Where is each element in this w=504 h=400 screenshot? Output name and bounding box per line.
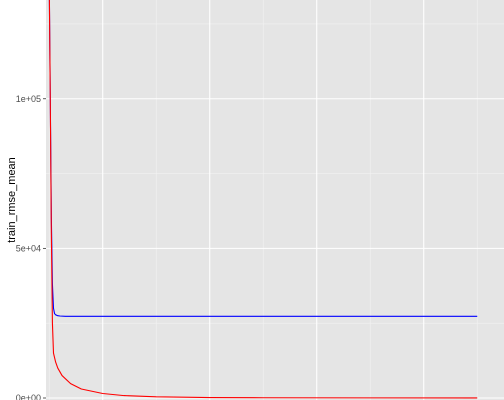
series-layer bbox=[48, 0, 478, 399]
minor-gridlines bbox=[46, 0, 504, 400]
plot-panel bbox=[46, 0, 504, 400]
y-axis-title: train_rmse_mean bbox=[6, 157, 18, 243]
series-line-2 bbox=[48, 0, 478, 399]
y-tick-label: 0e+00 bbox=[16, 393, 41, 400]
y-tick-label: 1e+05 bbox=[16, 94, 41, 104]
y-tick-label: 5e+04 bbox=[16, 243, 41, 253]
y-axis-ticks: 0e+00 5e+04 1e+05 bbox=[16, 94, 46, 400]
